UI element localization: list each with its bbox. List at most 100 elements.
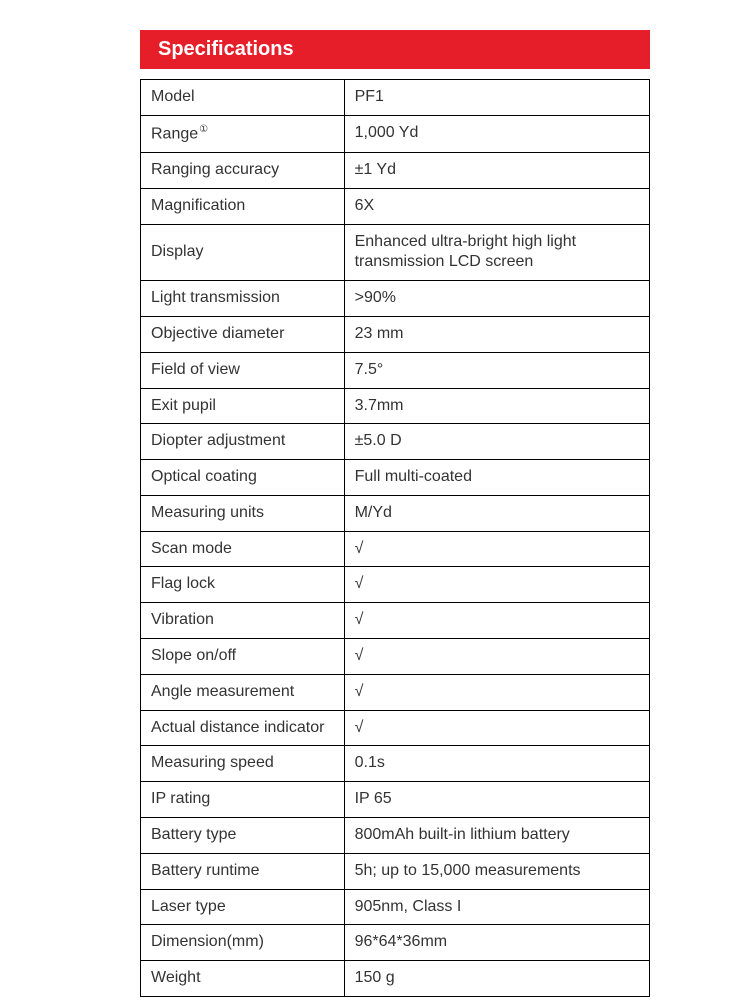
table-row: Battery type 800mAh built-in lithium batt…	[141, 818, 650, 854]
spec-label-text: IP rating	[151, 790, 210, 807]
table-row: Laser type 905nm, Class I	[141, 889, 650, 925]
spec-value: 150 g	[344, 961, 649, 997]
spec-label: Ranging accuracy	[141, 152, 345, 188]
spec-label-text: Light transmission	[151, 289, 280, 306]
table-row: Optical coating Full multi-coated	[141, 460, 650, 496]
spec-label: Flag lock	[141, 567, 345, 603]
spec-label-text: Range	[151, 125, 198, 142]
table-row: Dimension(mm) 96*64*36mm	[141, 925, 650, 961]
table-row: Actual distance indicator √	[141, 710, 650, 746]
spec-label-text: Magnification	[151, 197, 245, 214]
spec-label-text: Slope on/off	[151, 647, 236, 664]
spec-value: >90%	[344, 281, 649, 317]
table-row: Light transmission >90%	[141, 281, 650, 317]
spec-value: 800mAh built-in lithium battery	[344, 818, 649, 854]
spec-label: Scan mode	[141, 531, 345, 567]
superscript-icon: ①	[199, 124, 208, 135]
spec-label-text: Flag lock	[151, 575, 215, 592]
spec-value: PF1	[344, 80, 649, 116]
spec-value: ±1 Yd	[344, 152, 649, 188]
spec-label: Optical coating	[141, 460, 345, 496]
table-row: Slope on/off √	[141, 639, 650, 675]
spec-label-text: Vibration	[151, 611, 214, 628]
spec-label: Weight	[141, 961, 345, 997]
spec-value: √	[344, 710, 649, 746]
spec-label-text: Exit pupil	[151, 397, 216, 414]
spec-label-text: Optical coating	[151, 468, 257, 485]
table-row: Angle measurement √	[141, 674, 650, 710]
table-row: Magnification 6X	[141, 188, 650, 224]
spec-label-text: Scan mode	[151, 540, 232, 557]
spec-label-text: Diopter adjustment	[151, 432, 285, 449]
specifications-header: Specifications	[140, 30, 650, 69]
spec-value: 3.7mm	[344, 388, 649, 424]
table-row: IP ratingIP 65	[141, 782, 650, 818]
spec-label-text: Weight	[151, 969, 201, 986]
table-row: Measuring speed 0.1s	[141, 746, 650, 782]
spec-label: Exit pupil	[141, 388, 345, 424]
spec-label-text: Dimension(mm)	[151, 933, 264, 950]
spec-value: 6X	[344, 188, 649, 224]
table-row: Range①1,000 Yd	[141, 115, 650, 152]
specifications-table: Model PF1Range①1,000 Yd Ranging accuracy ±1…	[140, 79, 650, 997]
spec-label: Magnification	[141, 188, 345, 224]
table-row: Field of view 7.5°	[141, 352, 650, 388]
table-row: Exit pupil 3.7mm	[141, 388, 650, 424]
spec-label-text: Battery type	[151, 826, 236, 843]
spec-label-text: Field of view	[151, 361, 240, 378]
spec-value: √	[344, 639, 649, 675]
spec-label: Range①	[141, 115, 345, 152]
spec-label-text: Ranging accuracy	[151, 161, 279, 178]
spec-label-text: Measuring speed	[151, 754, 274, 771]
spec-label-text: Laser type	[151, 898, 226, 915]
spec-label: Diopter adjustment	[141, 424, 345, 460]
spec-value: √	[344, 603, 649, 639]
spec-label-text: Display	[151, 243, 203, 260]
spec-label: Model	[141, 80, 345, 116]
spec-value: 23 mm	[344, 316, 649, 352]
spec-label: Display	[141, 224, 345, 281]
spec-value: 905nm, Class I	[344, 889, 649, 925]
spec-value: 5h; up to 15,000 measurements	[344, 853, 649, 889]
table-row: Scan mode √	[141, 531, 650, 567]
spec-label-text: Model	[151, 88, 195, 105]
spec-value: 7.5°	[344, 352, 649, 388]
spec-label: Light transmission	[141, 281, 345, 317]
spec-value: ±5.0 D	[344, 424, 649, 460]
table-row: Model PF1	[141, 80, 650, 116]
spec-value: M/Yd	[344, 495, 649, 531]
spec-label: Dimension(mm)	[141, 925, 345, 961]
spec-value: √	[344, 674, 649, 710]
table-row: Display Enhanced ultra-bright high light …	[141, 224, 650, 281]
spec-label: Battery type	[141, 818, 345, 854]
table-row: Measuring units M/Yd	[141, 495, 650, 531]
table-row: Vibration √	[141, 603, 650, 639]
spec-label: Measuring speed	[141, 746, 345, 782]
spec-label: Measuring units	[141, 495, 345, 531]
spec-label: Slope on/off	[141, 639, 345, 675]
spec-label-text: Measuring units	[151, 504, 264, 521]
spec-label-text: Objective diameter	[151, 325, 284, 342]
spec-label: Vibration	[141, 603, 345, 639]
spec-value: √	[344, 531, 649, 567]
spec-label: Laser type	[141, 889, 345, 925]
spec-label-text: Battery runtime	[151, 862, 259, 879]
table-row: Weight 150 g	[141, 961, 650, 997]
spec-label: Actual distance indicator	[141, 710, 345, 746]
spec-value: √	[344, 567, 649, 603]
table-row: Flag lock √	[141, 567, 650, 603]
spec-label: IP rating	[141, 782, 345, 818]
spec-value: Full multi-coated	[344, 460, 649, 496]
spec-label-text: Angle measurement	[151, 683, 294, 700]
spec-label: Objective diameter	[141, 316, 345, 352]
table-row: Battery runtime 5h; up to 15,000 measurem…	[141, 853, 650, 889]
table-row: Objective diameter 23 mm	[141, 316, 650, 352]
spec-value: Enhanced ultra-bright high light transmi…	[344, 224, 649, 281]
spec-label-text: Actual distance indicator	[151, 719, 324, 736]
spec-label: Battery runtime	[141, 853, 345, 889]
table-row: Ranging accuracy ±1 Yd	[141, 152, 650, 188]
spec-value: 0.1s	[344, 746, 649, 782]
spec-label: Field of view	[141, 352, 345, 388]
spec-label: Angle measurement	[141, 674, 345, 710]
spec-value: 96*64*36mm	[344, 925, 649, 961]
